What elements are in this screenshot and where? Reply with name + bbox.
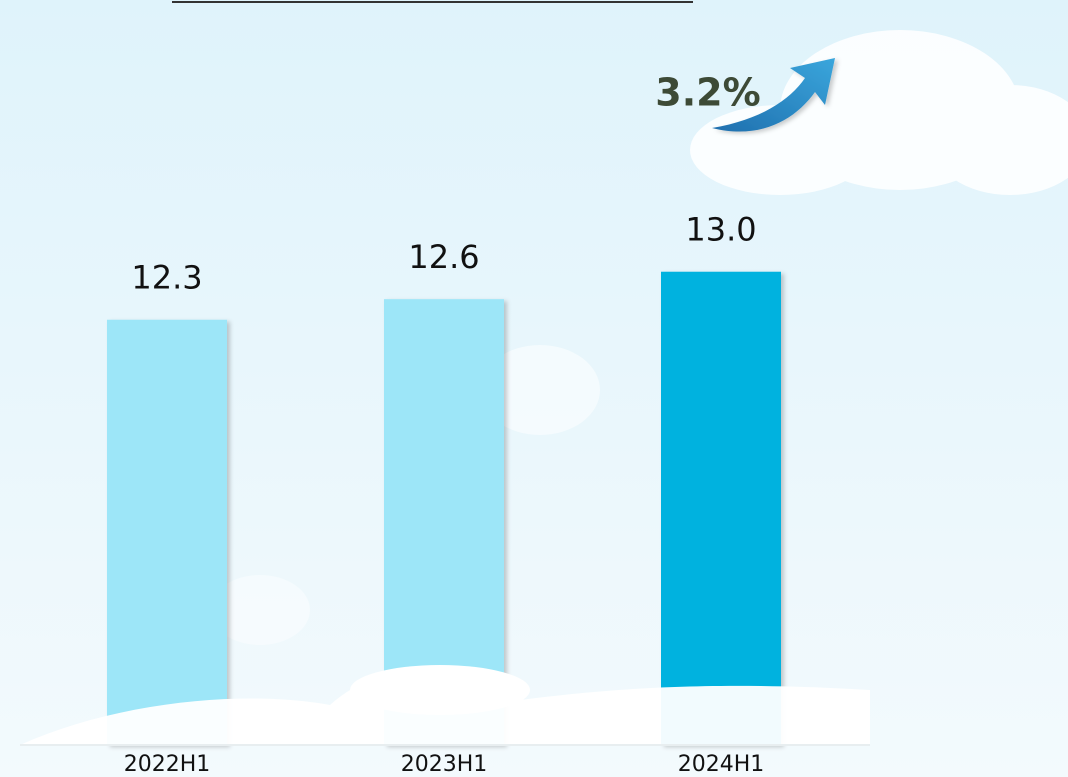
x-tick-label: 2024H1 xyxy=(678,752,765,777)
growth-annotation: 3.2% xyxy=(655,71,760,115)
value-label: 12.3 xyxy=(131,259,202,297)
bar xyxy=(661,271,781,745)
x-tick-label: 2023H1 xyxy=(401,752,488,777)
bar xyxy=(107,319,227,745)
growth-arrow xyxy=(712,58,835,132)
milk-splash xyxy=(20,665,870,745)
value-label: 13.0 xyxy=(685,211,756,249)
x-tick-label: 2022H1 xyxy=(124,752,211,777)
value-label: 12.6 xyxy=(408,238,479,276)
clouds xyxy=(210,30,1068,645)
